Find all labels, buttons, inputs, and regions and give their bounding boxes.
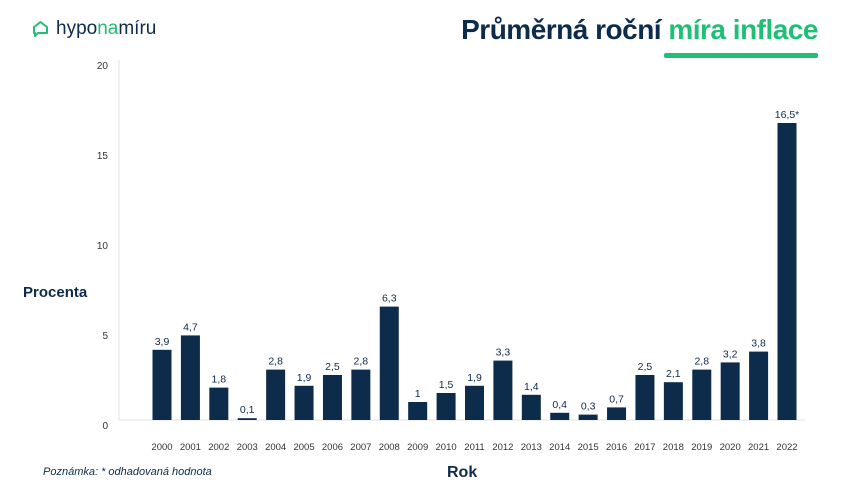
x-tick-label: 2022 [776,442,797,453]
x-tick-label: 2011 [464,442,484,453]
bar-2021 [749,351,769,420]
x-tick-label: 2009 [407,442,428,453]
bar-2016 [607,407,627,420]
x-tick-label: 2008 [379,442,400,453]
data-label: 2,1 [666,368,681,380]
data-label: 0,4 [552,399,567,411]
data-label: 1 [415,388,421,400]
x-tick-label: 2012 [492,442,513,453]
bar-2012 [493,360,513,420]
bar-2017 [635,375,655,420]
x-tick-label: 2017 [634,442,655,453]
x-axis-label: Rok [447,464,478,481]
data-label: 2,8 [268,356,283,368]
logo-text: hyponamíru [56,18,157,39]
data-label: 1,9 [297,372,312,384]
data-label: 0,7 [609,393,624,405]
bar-2015 [578,414,598,420]
x-tick-label: 2006 [322,442,343,453]
footnote: Poznámka: * odhadovaná hodnota [43,466,212,478]
data-label: 2,8 [694,356,709,368]
data-label: 2,5 [325,361,340,373]
data-label: 1,8 [212,374,227,386]
y-tick-label: 5 [102,331,108,342]
x-tick-label: 2019 [691,442,712,453]
y-tick-label: 15 [97,151,109,162]
bar-2008 [379,306,399,420]
bar-2022 [777,123,797,420]
bar-2018 [663,382,683,420]
x-tick-label: 2001 [180,442,201,453]
data-label: 3,9 [155,336,170,348]
data-label: 6,3 [382,293,397,305]
x-tick-label: 2015 [578,442,599,453]
bar-2019 [692,369,712,420]
bar-2006 [322,375,342,420]
bar-2007 [351,369,371,420]
data-label: 1,5 [439,379,454,391]
x-tick-label: 2002 [208,442,229,453]
y-axis-label: Procenta [23,284,88,301]
bar-2004 [266,369,286,420]
bar-2011 [465,385,484,420]
x-tick-label: 2000 [151,442,172,453]
y-tick-label: 0 [102,421,108,432]
title-underline [664,53,818,58]
data-label: 2,8 [354,356,369,368]
data-label: 3,8 [751,338,766,350]
x-tick-label: 2004 [265,442,286,453]
x-tick-label: 2020 [720,442,741,453]
y-tick-label: 10 [97,241,109,252]
x-tick-label: 2007 [350,442,371,453]
data-label: 1,9 [467,372,482,384]
x-tick-label: 2010 [436,442,457,453]
data-label: 3,2 [723,348,738,360]
bar-2014 [550,412,570,420]
x-tick-label: 2003 [237,442,258,453]
x-tick-label: 2021 [748,442,769,453]
x-tick-label: 2013 [521,442,542,453]
data-label: 3,3 [496,347,511,359]
x-tick-label: 2014 [549,442,570,453]
x-tick-label: 2016 [606,442,627,453]
data-label: 0,3 [581,401,596,413]
data-label: 16,5* [775,109,800,121]
bar-2009 [408,402,428,420]
bar-2002 [209,387,229,420]
chart-title: Průměrná roční míra inflace [461,14,818,45]
data-label: 4,7 [183,321,198,333]
data-label: 1,4 [524,381,539,393]
bar-2020 [720,362,740,420]
bar-2003 [237,418,257,420]
logo: hyponamíru [32,18,156,40]
bar-2010 [436,393,456,420]
bar-2005 [294,385,314,420]
x-tick-label: 2018 [663,442,684,453]
y-tick-label: 20 [97,61,109,72]
bar-2000 [152,349,172,420]
bar-2013 [521,394,541,420]
house-bubble-icon [33,21,48,37]
x-tick-label: 2005 [293,442,314,453]
data-label: 2,5 [638,361,653,373]
data-label: 0,1 [240,404,255,416]
bar-2001 [180,335,200,420]
